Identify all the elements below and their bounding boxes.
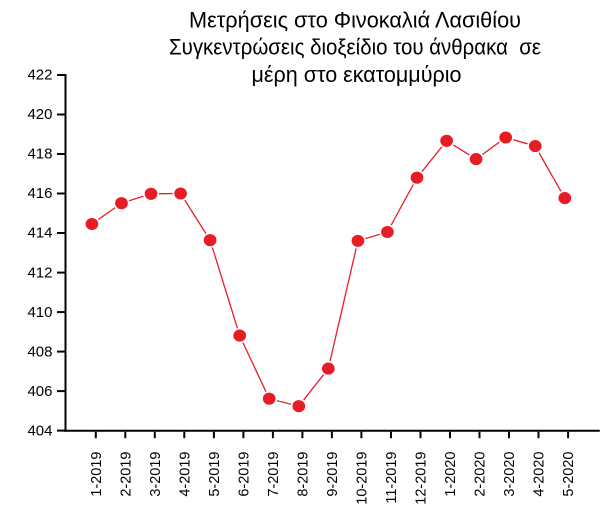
svg-text:10-2019: 10-2019 [354,452,370,505]
svg-text:414: 414 [27,225,52,242]
svg-text:9-2019: 9-2019 [325,452,341,497]
svg-text:408: 408 [27,343,52,360]
svg-text:1-2020: 1-2020 [443,452,459,497]
svg-text:6-2019: 6-2019 [236,452,252,497]
svg-text:12-2019: 12-2019 [414,452,430,505]
svg-text:Μετρήσεις στο Φινοκαλιά Λασιθί: Μετρήσεις στο Φινοκαλιά Λασιθίου [189,7,521,32]
svg-text:8-2019: 8-2019 [295,452,311,497]
svg-text:422: 422 [27,67,52,84]
svg-text:4-2020: 4-2020 [532,452,548,497]
svg-text:5-2020: 5-2020 [561,452,577,497]
svg-text:5-2019: 5-2019 [207,452,223,497]
svg-text:Συγκεντρώσεις διοξείδιο του άν: Συγκεντρώσεις διοξείδιο του άνθρακα σε [169,35,541,60]
svg-text:4-2019: 4-2019 [177,452,193,497]
svg-text:3-2019: 3-2019 [148,452,164,497]
svg-text:404: 404 [27,422,52,439]
svg-text:7-2019: 7-2019 [266,452,282,497]
svg-text:11-2019: 11-2019 [384,452,400,504]
svg-text:3-2020: 3-2020 [502,452,518,497]
svg-text:2-2020: 2-2020 [473,452,489,497]
svg-text:418: 418 [27,146,52,163]
svg-text:410: 410 [27,304,52,321]
svg-text:406: 406 [27,383,52,400]
svg-text:1-2019: 1-2019 [89,452,105,497]
svg-text:μέρη στο εκατομμύριο: μέρη στο εκατομμύριο [252,62,462,87]
svg-text:412: 412 [27,264,52,281]
svg-text:420: 420 [27,106,52,123]
svg-text:416: 416 [27,185,52,202]
svg-text:2-2019: 2-2019 [118,452,134,497]
